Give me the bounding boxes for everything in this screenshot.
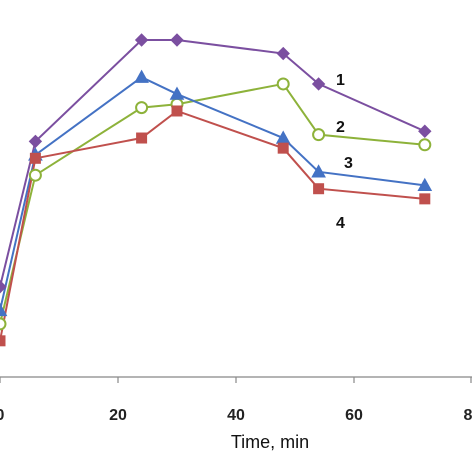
x-tick-label: 40	[227, 407, 245, 424]
data-point-series-3	[0, 302, 8, 317]
data-point-series-2	[0, 317, 7, 331]
data-point-series-4	[419, 193, 431, 205]
data-point-series-2	[28, 168, 42, 182]
axes	[0, 376, 472, 383]
data-point-series-2	[135, 101, 149, 115]
data-point-series-4	[0, 335, 6, 347]
series-label-4: 4	[336, 215, 345, 232]
data-point-series-2	[312, 128, 326, 142]
data-point-series-3	[275, 130, 291, 144]
data-point-series-4	[136, 132, 148, 144]
x-axis-label: Time, min	[231, 432, 309, 452]
x-tick-label: 0	[0, 407, 5, 424]
data-point-series-1	[311, 77, 326, 91]
data-point-series-4	[29, 152, 41, 164]
data-point-series-1	[170, 33, 184, 47]
data-point-series-4	[313, 183, 325, 195]
x-tick-label: 8	[464, 407, 473, 424]
series-lines	[0, 39, 426, 342]
data-point-series-1	[276, 46, 290, 61]
series-line-2	[0, 82, 425, 325]
series-label-2: 2	[336, 119, 345, 136]
series-label-3: 3	[344, 155, 353, 172]
data-point-series-1	[0, 280, 7, 294]
data-point-series-1	[418, 124, 432, 138]
data-point-series-1	[134, 33, 149, 47]
series-line-4	[0, 109, 425, 342]
x-tick-labels: 0 20 40 60 8	[0, 407, 473, 424]
data-point-series-3	[169, 86, 185, 100]
series-line-1	[0, 39, 426, 287]
data-point-series-2	[418, 138, 432, 152]
series-line-3	[0, 76, 425, 311]
x-tick-label: 20	[109, 407, 127, 424]
data-point-series-4	[171, 105, 183, 117]
x-tick-label: 60	[345, 407, 363, 424]
data-point-series-3	[134, 69, 149, 83]
series-labels: 1 2 3 4	[336, 72, 353, 232]
series-label-1: 1	[336, 72, 345, 89]
data-point-series-3	[417, 177, 433, 192]
data-point-series-3	[311, 164, 326, 178]
data-point-series-4	[277, 142, 289, 154]
data-point-series-2	[276, 77, 290, 91]
series-markers	[0, 33, 433, 347]
